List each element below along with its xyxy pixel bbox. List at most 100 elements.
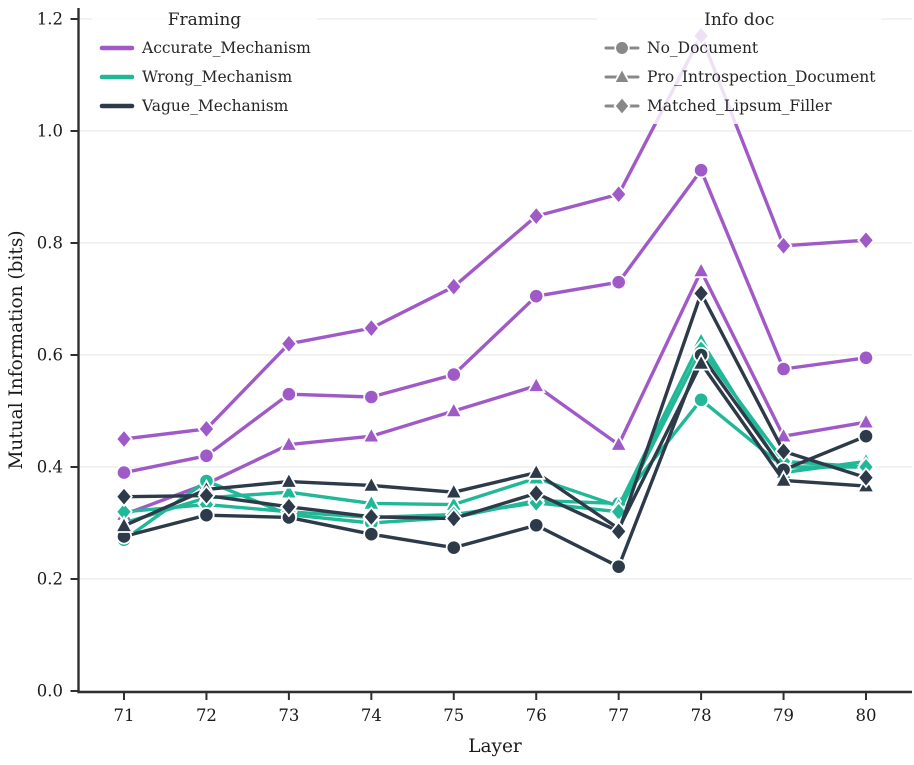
legend-marker-swatch [604, 39, 640, 56]
series-vague_mechanism-diamond [115, 282, 875, 542]
legend-color-swatch [99, 103, 135, 108]
circle-marker [693, 391, 710, 408]
legend-entry-accurate_mechanism-label: Accurate_Mechanism [142, 38, 311, 57]
legend-entry-matched_lipsum_filler: Matched_Lipsum_Filler [603, 91, 875, 120]
circle-marker [198, 447, 215, 464]
circle-marker [614, 39, 630, 56]
diamond-marker [362, 506, 381, 528]
diamond-marker [279, 496, 298, 518]
circle-marker [445, 539, 462, 556]
y-tick-label: 0.6 [37, 346, 63, 365]
series-line [122, 361, 868, 531]
circle-marker [857, 349, 875, 366]
diamond-marker [362, 317, 381, 339]
y-tick-label: 0.2 [37, 570, 63, 589]
legend-entry-vague_mechanism: Vague_Mechanism [98, 91, 311, 120]
legend-entry-no_document: No_Document [603, 33, 875, 62]
triangle-marker [361, 425, 382, 444]
diamond-marker [444, 276, 463, 298]
x-tick-label: 77 [608, 706, 629, 725]
diamond-marker [774, 235, 793, 257]
legend-entry-pro_introspection_document-label: Pro_Introspection_Document [647, 67, 876, 86]
legend-entry-matched_lipsum_filler-label: Matched_Lipsum_Filler [647, 96, 832, 115]
circle-marker [115, 464, 133, 481]
triangle-marker [691, 352, 711, 371]
series-line [122, 347, 868, 520]
circle-marker [198, 507, 215, 524]
circle-marker [775, 360, 792, 378]
circle-marker [363, 388, 380, 406]
diamond-marker [197, 484, 216, 507]
circle-marker [610, 558, 627, 575]
circle-marker [693, 162, 710, 179]
diamond-marker [613, 96, 631, 115]
diamond-marker [115, 428, 133, 450]
y-tick-label: 1.0 [37, 122, 63, 141]
circle-marker [280, 386, 297, 403]
y-tick-label: 0.0 [37, 682, 63, 701]
triangle-marker [612, 67, 632, 84]
legend-entry-accurate_mechanism: Accurate_Mechanism [98, 33, 311, 62]
triangle-marker [114, 515, 134, 533]
series-line [122, 168, 868, 475]
diamond-marker [857, 229, 875, 251]
series-line [122, 353, 868, 569]
diamond-marker [197, 418, 216, 440]
diamond-marker [774, 440, 793, 462]
diamond-marker [692, 282, 711, 304]
circle-marker [528, 288, 545, 305]
diamond-marker [444, 507, 463, 530]
y-tick-label: 0.4 [37, 458, 63, 477]
series-line [122, 269, 868, 517]
triangle-marker [279, 470, 299, 489]
triangle-marker [856, 411, 876, 430]
x-tick-label: 78 [691, 706, 712, 725]
triangle-marker [608, 433, 629, 452]
legend-marker-swatch [604, 96, 640, 115]
x-tick-label: 79 [773, 706, 794, 725]
legend-entry-wrong_mechanism-label: Wrong_Mechanism [142, 67, 293, 86]
legend-entry-wrong_mechanism: Wrong_Mechanism [98, 62, 311, 91]
circle-marker [857, 428, 875, 445]
diamond-marker [857, 467, 875, 489]
triangle-marker [691, 260, 711, 279]
series-accurate_mechanism-diamond [115, 25, 875, 450]
legend-framing-title: Framing [167, 10, 242, 30]
diamond-marker [115, 486, 133, 508]
circle-marker [610, 274, 627, 291]
x-tick-label: 71 [114, 706, 135, 725]
triangle-marker [773, 469, 794, 488]
legend-entry-pro_introspection_document: Pro_Introspection_Document [603, 62, 875, 91]
series-accurate_mechanism-circle [115, 162, 875, 481]
legend-color-swatch [99, 45, 135, 50]
series-vague_mechanism-circle [115, 346, 875, 575]
circle-marker [363, 526, 380, 543]
y-tick-label: 1.2 [37, 10, 63, 29]
triangle-marker [444, 481, 464, 500]
legend-marker-swatch [604, 67, 640, 84]
diamond-marker [279, 333, 298, 355]
legend-framing: Framing Accurate_Mechanism Wrong_Mechanis… [92, 6, 317, 124]
legend-entry-vague_mechanism-label: Vague_Mechanism [142, 96, 289, 115]
legend-color-swatch [99, 74, 135, 79]
x-tick-label: 74 [361, 706, 382, 725]
series-line [122, 291, 868, 534]
diamond-marker [527, 482, 546, 504]
legend-infodoc-title: Info doc [704, 10, 775, 30]
triangle-marker [526, 375, 546, 393]
x-tick-label: 73 [278, 706, 299, 725]
x-tick-label: 72 [196, 706, 217, 725]
triangle-marker [444, 400, 464, 419]
diamond-marker [527, 205, 546, 227]
triangle-marker [361, 474, 382, 493]
diamond-marker [609, 183, 628, 205]
x-tick-label: 76 [526, 706, 547, 725]
legend-infodoc: Info doc No_Document Pro_Introspection_Do… [597, 6, 882, 124]
circle-marker [528, 517, 545, 534]
x-tick-label: 75 [443, 706, 464, 725]
x-tick-label: 80 [856, 706, 877, 725]
circle-marker [445, 366, 462, 383]
x-axis-label: Layer [468, 736, 522, 757]
